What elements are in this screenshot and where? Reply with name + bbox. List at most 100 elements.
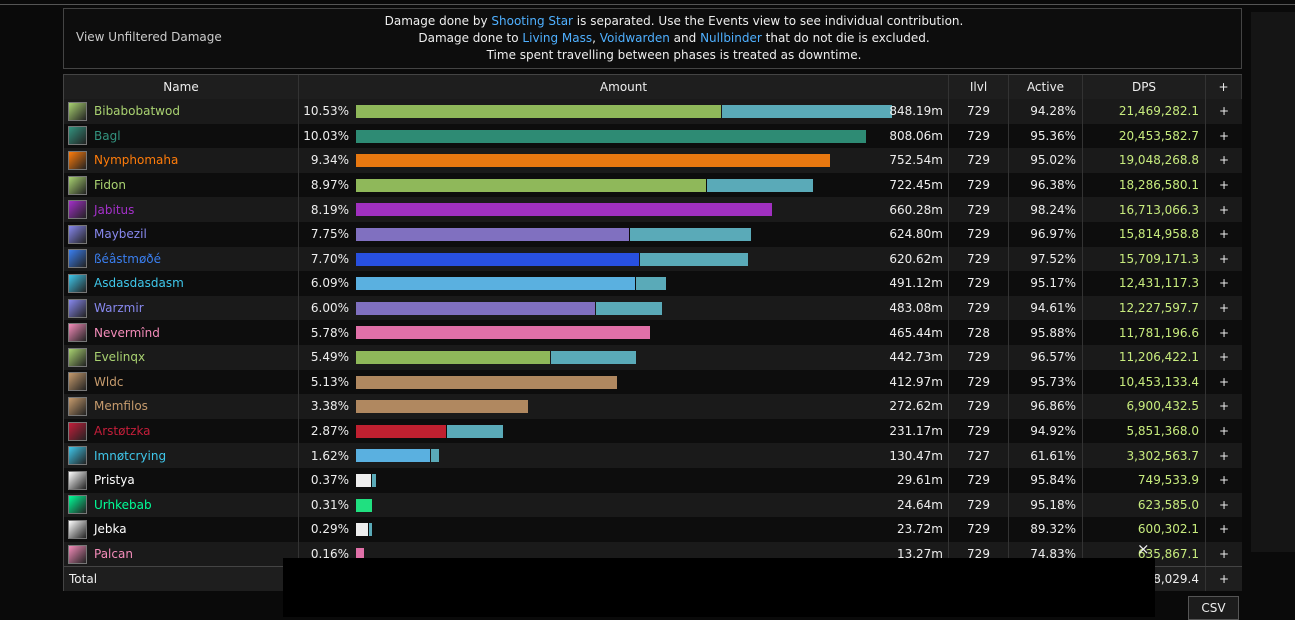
unfiltered-link[interactable]: View Unfiltered Damage	[76, 30, 222, 44]
notice-span: and	[669, 31, 701, 45]
ilvl: 729	[949, 418, 1009, 444]
class-icon	[68, 224, 87, 244]
expand[interactable]: +	[1218, 325, 1230, 340]
player-name[interactable]: Jebka	[94, 522, 127, 537]
dps: 635,867.1	[1083, 541, 1206, 567]
ilvl: 729	[949, 148, 1009, 173]
percent: 0.37%	[310, 473, 349, 488]
player-name[interactable]: Asdasdasdasm	[94, 276, 184, 291]
player-name[interactable]: Bibabobatwod	[94, 104, 180, 119]
player-name[interactable]: Nymphomaha	[94, 153, 179, 168]
expand[interactable]: +	[1218, 448, 1230, 463]
header-cell: Ilvl	[949, 75, 1009, 99]
class-icon	[68, 347, 87, 367]
header-cell: +	[1206, 75, 1242, 99]
dps: 15,814,958.8	[1083, 222, 1206, 247]
expand[interactable]: +	[1218, 128, 1230, 143]
expand[interactable]: +	[1218, 350, 1230, 365]
dps: 3,302,563.7	[1083, 443, 1206, 468]
ilvl: 729	[949, 295, 1009, 321]
ilvl: 727	[949, 443, 1009, 468]
expand[interactable]: +	[1218, 424, 1230, 439]
notice-span: ,	[592, 31, 600, 45]
player-name[interactable]: Wldc	[94, 374, 124, 389]
expand[interactable]: +	[1218, 178, 1230, 193]
percent: 7.75%	[310, 227, 349, 242]
bar-segment	[356, 228, 629, 241]
percent: 5.13%	[310, 374, 349, 389]
amount: 660.28m	[889, 202, 943, 217]
expand[interactable]: +	[1218, 227, 1230, 242]
amount: 29.61m	[896, 473, 943, 488]
player-name[interactable]: Maybezil	[94, 227, 147, 242]
amount-cell: 8.97% 722.45m	[299, 172, 949, 198]
name-cell: Urhkebab	[64, 492, 299, 518]
player-name[interactable]: Jabitus	[94, 202, 135, 217]
total-expand[interactable]: +	[1218, 572, 1230, 587]
bar-segment	[356, 523, 369, 537]
player-name[interactable]: Bagl	[94, 128, 121, 143]
dps: 5,851,368.0	[1083, 418, 1206, 444]
ilvl: 729	[949, 541, 1009, 567]
table-row: Evelinqx 5.49% 442.73m 729 96.57% 11,206,422.…	[64, 345, 1242, 371]
player-name[interactable]: Palcan	[94, 547, 133, 562]
ilvl: 729	[949, 99, 1009, 124]
expand[interactable]: +	[1218, 276, 1230, 291]
bar-segment	[356, 498, 372, 512]
expand[interactable]: +	[1218, 104, 1230, 119]
amount: 808.06m	[889, 128, 943, 143]
bar-segment	[371, 474, 376, 487]
expand[interactable]: +	[1218, 399, 1230, 414]
player-name[interactable]: Urhkebab	[94, 497, 152, 512]
close-button[interactable]: ×	[1137, 540, 1150, 558]
dps: 749,533.9	[1083, 468, 1206, 493]
expand[interactable]: +	[1218, 547, 1230, 562]
active: 74.83%	[1009, 541, 1083, 567]
table-row: Nevermînd 5.78% 465.44m 728 95.88% 11,781,196…	[64, 320, 1242, 346]
csv-button[interactable]: CSV	[1188, 596, 1239, 620]
notice-link[interactable]: Living Mass	[522, 31, 593, 45]
player-name[interactable]: Evelinqx	[94, 350, 146, 365]
dps: 600,302.1	[1083, 517, 1206, 542]
player-name[interactable]: Pristya	[94, 473, 135, 488]
player-name[interactable]: Fidon	[94, 178, 126, 193]
table-row: Wldc 5.13% 412.97m 729 95.73% 10,453,133.4 +	[64, 369, 1242, 396]
player-name[interactable]: Imnøtcrying	[94, 448, 167, 463]
amount: 231.17m	[889, 424, 943, 439]
amount: 624.80m	[889, 227, 943, 242]
bar-segment	[431, 449, 440, 463]
expand[interactable]: +	[1218, 497, 1230, 512]
active: 89.32%	[1009, 517, 1083, 542]
dps: 16,713,066.3	[1083, 197, 1206, 222]
amount: 272.62m	[889, 399, 943, 414]
notice-link[interactable]: Shooting Star	[491, 14, 573, 28]
table-row: Bagl 10.03% 808.06m 729 95.36% 20,453,582.7 +	[64, 123, 1242, 150]
notice-link[interactable]: Nullbinder	[700, 31, 762, 45]
ilvl: 729	[949, 271, 1009, 296]
player-name[interactable]: Nevermînd	[94, 325, 160, 340]
table-row: Imnøtcrying 1.62% 130.47m 727 61.61% 3,302,56…	[64, 443, 1242, 469]
class-icon	[68, 470, 87, 490]
amount-cell: 7.70% 620.62m	[299, 246, 949, 272]
expand[interactable]: +	[1218, 301, 1230, 316]
expand[interactable]: +	[1218, 202, 1230, 217]
player-name[interactable]: ßéâstmøðé	[94, 251, 162, 266]
percent: 0.29%	[310, 522, 349, 537]
name-cell: Nevermînd	[64, 320, 299, 345]
player-name[interactable]: Arstøtzka	[94, 424, 151, 439]
expand[interactable]: +	[1218, 473, 1230, 488]
bar-segment	[635, 277, 667, 291]
expand[interactable]: +	[1218, 522, 1230, 537]
expand[interactable]: +	[1218, 153, 1230, 168]
amount: 24.64m	[896, 497, 943, 512]
ilvl: 729	[949, 468, 1009, 493]
expand[interactable]: +	[1218, 251, 1230, 266]
expand[interactable]: +	[1218, 374, 1230, 389]
table-row: Arstøtzka 2.87% 231.17m 729 94.92% 5,851,368.…	[64, 418, 1242, 445]
header-cell: Active	[1009, 75, 1083, 99]
table-row: Bibabobatwod 10.53% 848.19m 729 94.28% 21,469…	[64, 99, 1242, 125]
notice-link[interactable]: Voidwarden	[599, 31, 670, 45]
table-row: Memfilos 3.38% 272.62m 729 96.86% 6,900,432.5…	[64, 394, 1242, 420]
player-name[interactable]: Memfilos	[94, 399, 148, 414]
player-name[interactable]: Warzmir	[94, 301, 144, 316]
